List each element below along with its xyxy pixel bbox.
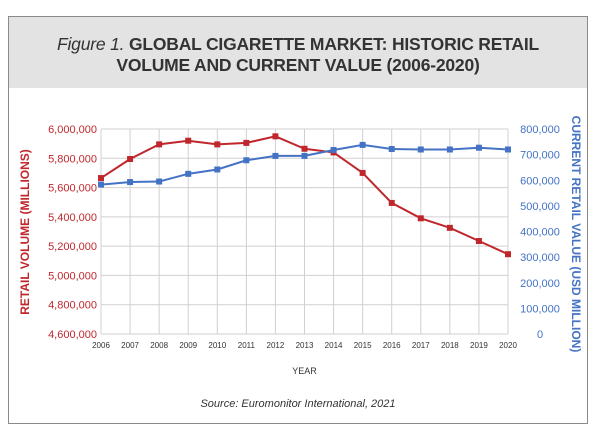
x-tick-label: 2011 bbox=[238, 341, 256, 350]
series-marker-volume bbox=[98, 175, 104, 182]
y-right-tick-label: 800,000 bbox=[520, 124, 560, 136]
series-marker-volume bbox=[301, 145, 308, 152]
x-axis-title: YEAR bbox=[292, 366, 317, 376]
y-right-tick-label: 100,000 bbox=[520, 303, 560, 315]
series-marker-value bbox=[214, 166, 221, 173]
series-marker-volume bbox=[185, 137, 192, 144]
source-note: Source: Euromonitor International, 2021 bbox=[200, 398, 396, 410]
series-marker-value bbox=[301, 152, 308, 159]
y-left-tick-label: 4,800,000 bbox=[48, 300, 97, 312]
x-tick-label: 2012 bbox=[267, 341, 285, 350]
y-left-tick-label: 5,000,000 bbox=[48, 270, 97, 282]
x-tick-label: 2014 bbox=[325, 341, 343, 350]
figure-frame: Figure 1. GLOBAL CIGARETTE MARKET: HISTO… bbox=[8, 16, 588, 424]
series-marker-value bbox=[417, 146, 424, 153]
series-marker-value bbox=[505, 146, 511, 153]
x-tick-label: 2017 bbox=[412, 341, 430, 350]
y-left-tick-label: 5,600,000 bbox=[48, 183, 97, 195]
series-marker-volume bbox=[156, 141, 163, 148]
x-tick-label: 2016 bbox=[383, 341, 401, 350]
y-right-axis-title: CURRENT RETAIL VALUE (USD MILLION) bbox=[569, 116, 583, 353]
series-marker-volume bbox=[505, 251, 511, 258]
series-marker-value bbox=[185, 170, 192, 177]
y-right-tick-label: 200,000 bbox=[520, 278, 560, 290]
x-tick-label: 2020 bbox=[499, 341, 517, 350]
chart-title-text1: GLOBAL CIGARETTE MARKET: HISTORIC RETAIL bbox=[128, 34, 539, 54]
series-marker-value bbox=[446, 146, 453, 153]
y-right-tick-label: 600,000 bbox=[520, 175, 560, 187]
y-right-tick-label: 300,000 bbox=[520, 252, 560, 264]
series-marker-value bbox=[388, 145, 395, 152]
y-left-tick-label: 6,000,000 bbox=[48, 124, 97, 136]
series-marker-value bbox=[127, 179, 134, 186]
series-marker-volume bbox=[127, 156, 134, 163]
y-right-tick-label: 0 bbox=[537, 329, 543, 341]
chart-title-line2: VOLUME AND CURRENT VALUE (2006-2020) bbox=[116, 55, 480, 75]
series-marker-value bbox=[475, 144, 482, 151]
series-marker-value bbox=[359, 141, 366, 148]
series-marker-volume bbox=[272, 133, 279, 140]
x-tick-label: 2010 bbox=[208, 341, 226, 350]
y-left-tick-label: 5,400,000 bbox=[48, 212, 97, 224]
y-left-axis-title: RETAIL VOLUME (MILLIONS) bbox=[18, 149, 32, 315]
series-marker-volume bbox=[417, 215, 424, 222]
x-tick-label: 2013 bbox=[296, 341, 314, 350]
series-marker-value bbox=[243, 157, 250, 164]
series-marker-volume bbox=[388, 199, 395, 206]
series-marker-value bbox=[156, 178, 163, 185]
title-band: Figure 1. GLOBAL CIGARETTE MARKET: HISTO… bbox=[9, 17, 587, 88]
series-marker-volume bbox=[243, 139, 250, 146]
x-tick-label: 2015 bbox=[354, 341, 372, 350]
series-marker-value bbox=[330, 147, 337, 154]
series-marker-value bbox=[98, 181, 104, 188]
y-left-tick-label: 5,200,000 bbox=[48, 241, 97, 253]
y-right-tick-label: 400,000 bbox=[520, 227, 560, 239]
x-tick-label: 2006 bbox=[92, 341, 110, 350]
y-left-tick-label: 5,800,000 bbox=[48, 153, 97, 165]
series-marker-volume bbox=[359, 169, 366, 176]
series-marker-value bbox=[272, 152, 279, 159]
series-marker-volume bbox=[475, 238, 482, 245]
x-tick-label: 2019 bbox=[470, 341, 488, 350]
x-tick-label: 2018 bbox=[441, 341, 459, 350]
chart-title-line1: Figure 1. GLOBAL CIGARETTE MARKET: HISTO… bbox=[9, 34, 587, 55]
series-marker-volume bbox=[446, 224, 453, 231]
x-tick-label: 2009 bbox=[179, 341, 197, 350]
series-marker-volume bbox=[214, 141, 221, 148]
figure-label: Figure 1. bbox=[57, 34, 125, 54]
x-tick-label: 2007 bbox=[121, 341, 139, 350]
x-tick-label: 2008 bbox=[150, 341, 168, 350]
y-right-tick-label: 500,000 bbox=[520, 201, 560, 213]
y-right-tick-label: 700,000 bbox=[520, 150, 560, 162]
y-left-tick-label: 4,600,000 bbox=[48, 329, 97, 341]
